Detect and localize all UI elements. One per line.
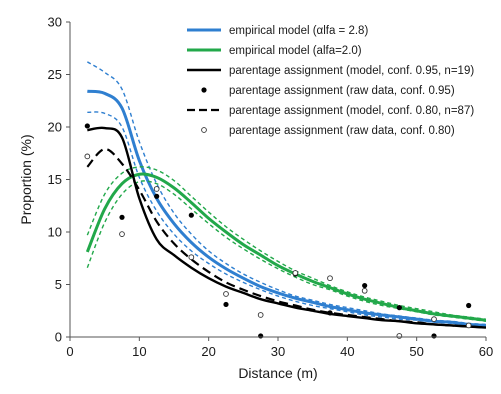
legend-label-1: empirical model (αlfa = 2.8) bbox=[229, 25, 368, 37]
series-2-ci-upper-line bbox=[86, 166, 486, 320]
series-1-ci-upper-line bbox=[86, 61, 486, 326]
legend-label-2: empirical model (alfa=2.0) bbox=[229, 45, 362, 57]
data-point-filled bbox=[362, 282, 368, 289]
series-2-line bbox=[85, 172, 486, 322]
data-point-filled bbox=[154, 193, 160, 199]
x-tick-label: 40 bbox=[340, 344, 354, 359]
data-point-filled bbox=[119, 214, 125, 220]
data-point-filled bbox=[466, 302, 472, 309]
series-2-ci-lower-line bbox=[86, 180, 486, 322]
series-3-line bbox=[87, 126, 486, 329]
data-point-open bbox=[431, 316, 437, 323]
data-point-open bbox=[465, 322, 472, 329]
data-point-open bbox=[119, 231, 125, 237]
x-tick-label: 20 bbox=[201, 344, 215, 359]
y-axis-title: Proportion (%) bbox=[18, 134, 34, 224]
y-tick-label: 25 bbox=[48, 67, 62, 82]
series-5-line bbox=[86, 147, 486, 329]
axes: 0 10 20 30 40 50 60 0 5 10 15 20 25 30 bbox=[48, 15, 494, 360]
x-axis-title: Distance (m) bbox=[238, 365, 317, 381]
legend-label-6: parentage assignment (raw data, conf. 0.… bbox=[229, 125, 455, 137]
data-point-filled bbox=[84, 123, 90, 129]
data-point-filled bbox=[396, 305, 402, 311]
data-point-open bbox=[84, 153, 91, 160]
x-tick-label: 10 bbox=[132, 344, 146, 359]
series-1-ci-lower-line bbox=[87, 111, 486, 328]
legend-label-3: parentage assignment (model, conf. 0.95,… bbox=[229, 65, 474, 77]
legend-label-4: parentage assignment (raw data, conf. 0.… bbox=[229, 85, 455, 97]
data-point-open bbox=[223, 291, 229, 297]
y-tick-label: 0 bbox=[55, 330, 62, 345]
x-tick-label: 0 bbox=[66, 344, 73, 359]
data-point-open bbox=[361, 287, 368, 294]
data-point-open bbox=[292, 270, 299, 276]
y-tick-label: 30 bbox=[48, 15, 62, 30]
data-point-open bbox=[396, 333, 403, 339]
data-point-filled bbox=[431, 333, 437, 339]
x-tick-label: 30 bbox=[271, 344, 285, 359]
y-tick-label: 10 bbox=[48, 225, 62, 240]
data-point-open bbox=[327, 275, 333, 282]
plot-area bbox=[84, 61, 486, 339]
data-point-filled bbox=[223, 301, 229, 308]
data-point-filled bbox=[188, 212, 194, 218]
data-point-open bbox=[153, 186, 160, 192]
x-tick-label: 50 bbox=[409, 344, 423, 359]
data-point-open bbox=[257, 312, 264, 318]
legend-swatch-4 bbox=[201, 87, 207, 93]
data-point-filled bbox=[258, 333, 264, 339]
x-tick-label: 60 bbox=[479, 344, 493, 359]
legend-swatch-6 bbox=[201, 127, 207, 133]
legend-label-5: parentage assignment (model, conf. 0.80,… bbox=[229, 105, 474, 117]
legend: empirical model (αlfa = 2.8) empirical mo… bbox=[187, 25, 474, 137]
data-point-open bbox=[188, 254, 195, 261]
y-tick-label: 20 bbox=[48, 120, 62, 135]
y-tick-label: 5 bbox=[55, 277, 62, 292]
y-tick-label: 15 bbox=[48, 172, 62, 187]
